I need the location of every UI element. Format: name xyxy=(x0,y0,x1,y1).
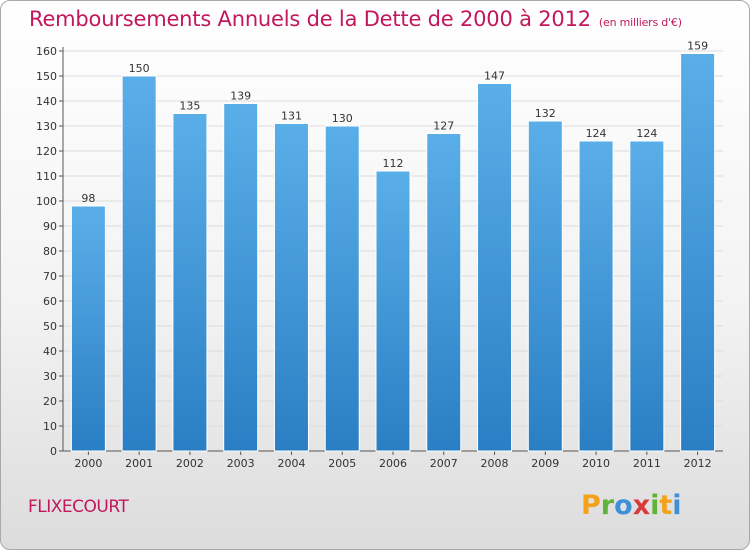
bars xyxy=(70,53,716,452)
chart-title-text: Remboursements Annuels de la Dette de 20… xyxy=(29,7,591,31)
y-tick-label: 0 xyxy=(50,445,57,458)
x-tick-label: 2008 xyxy=(481,457,509,470)
bar xyxy=(629,140,665,452)
bar xyxy=(578,140,614,452)
bar-value-label: 124 xyxy=(636,127,657,140)
bar xyxy=(680,53,716,452)
y-tick-label: 30 xyxy=(43,370,57,383)
x-tick-label: 2001 xyxy=(125,457,153,470)
y-tick-label: 110 xyxy=(36,170,57,183)
x-tick-label: 2010 xyxy=(582,457,610,470)
y-tick-label: 70 xyxy=(43,270,57,283)
y-tick-label: 90 xyxy=(43,220,57,233)
chart-subtitle: (en milliers d'€) xyxy=(598,16,682,29)
bar xyxy=(172,113,208,452)
y-tick-label: 50 xyxy=(43,320,57,333)
bar-value-label: 150 xyxy=(129,62,150,75)
y-tick-label: 100 xyxy=(36,195,57,208)
bar-value-label: 131 xyxy=(281,110,302,123)
x-tick-label: 2009 xyxy=(531,457,559,470)
bar-value-label: 124 xyxy=(586,127,607,140)
logo-letter: i xyxy=(672,490,682,521)
logo-letter: x xyxy=(632,490,651,521)
bar-value-label: 135 xyxy=(179,100,200,113)
bar-value-label: 112 xyxy=(383,157,404,170)
x-tick-label: 2003 xyxy=(227,457,255,470)
x-tick-label: 2012 xyxy=(684,457,712,470)
data-labels: 98 150 135 139 131 130 112 127 147 132 124 124 159 xyxy=(81,40,708,206)
bar xyxy=(223,103,259,452)
chart-title: Remboursements Annuels de la Dette de 20… xyxy=(29,7,682,31)
logo-letter: t xyxy=(659,490,673,521)
x-tick-label: 2007 xyxy=(430,457,458,470)
x-tick-label: 2004 xyxy=(277,457,305,470)
y-tick-label: 20 xyxy=(43,395,57,408)
commune-name: FLIXECOURT xyxy=(28,497,129,517)
y-tick-label: 10 xyxy=(43,420,57,433)
bar-value-label: 98 xyxy=(81,192,95,205)
bar-value-label: 147 xyxy=(484,70,505,83)
bar xyxy=(426,133,462,452)
bar xyxy=(375,170,411,452)
x-tick-label: 2000 xyxy=(74,457,102,470)
x-tick-label: 2002 xyxy=(176,457,204,470)
bar-value-label: 130 xyxy=(332,112,353,125)
bar xyxy=(121,75,157,452)
y-tick-label: 60 xyxy=(43,295,57,308)
y-tick-label: 160 xyxy=(36,45,57,58)
bar-value-label: 132 xyxy=(535,107,556,120)
y-tick-label: 150 xyxy=(36,70,57,83)
axes: 0 10 20 30 40 50 60 70 80 90 100 110 120 130 140 150 160… xyxy=(36,45,723,470)
logo-letter: i xyxy=(650,490,660,521)
bar-value-label: 159 xyxy=(687,40,708,53)
bar-value-label: 127 xyxy=(433,120,454,133)
bar xyxy=(273,123,309,452)
bar xyxy=(70,205,106,452)
logo-letter: r xyxy=(600,490,615,521)
bar-value-label: 139 xyxy=(230,90,251,103)
x-tick-label: 2006 xyxy=(379,457,407,470)
logo-letter: P xyxy=(581,490,601,521)
y-tick-label: 40 xyxy=(43,345,57,358)
logo-letter: o xyxy=(614,490,633,521)
y-tick-label: 130 xyxy=(36,120,57,133)
x-tick-label: 2005 xyxy=(328,457,356,470)
bar xyxy=(324,125,360,452)
y-tick-label: 120 xyxy=(36,145,57,158)
proxiti-logo: Proxiti xyxy=(581,490,682,521)
bar xyxy=(477,83,513,452)
bar xyxy=(527,120,563,452)
y-tick-label: 140 xyxy=(36,95,57,108)
y-tick-label: 80 xyxy=(43,245,57,258)
x-tick-label: 2011 xyxy=(633,457,661,470)
